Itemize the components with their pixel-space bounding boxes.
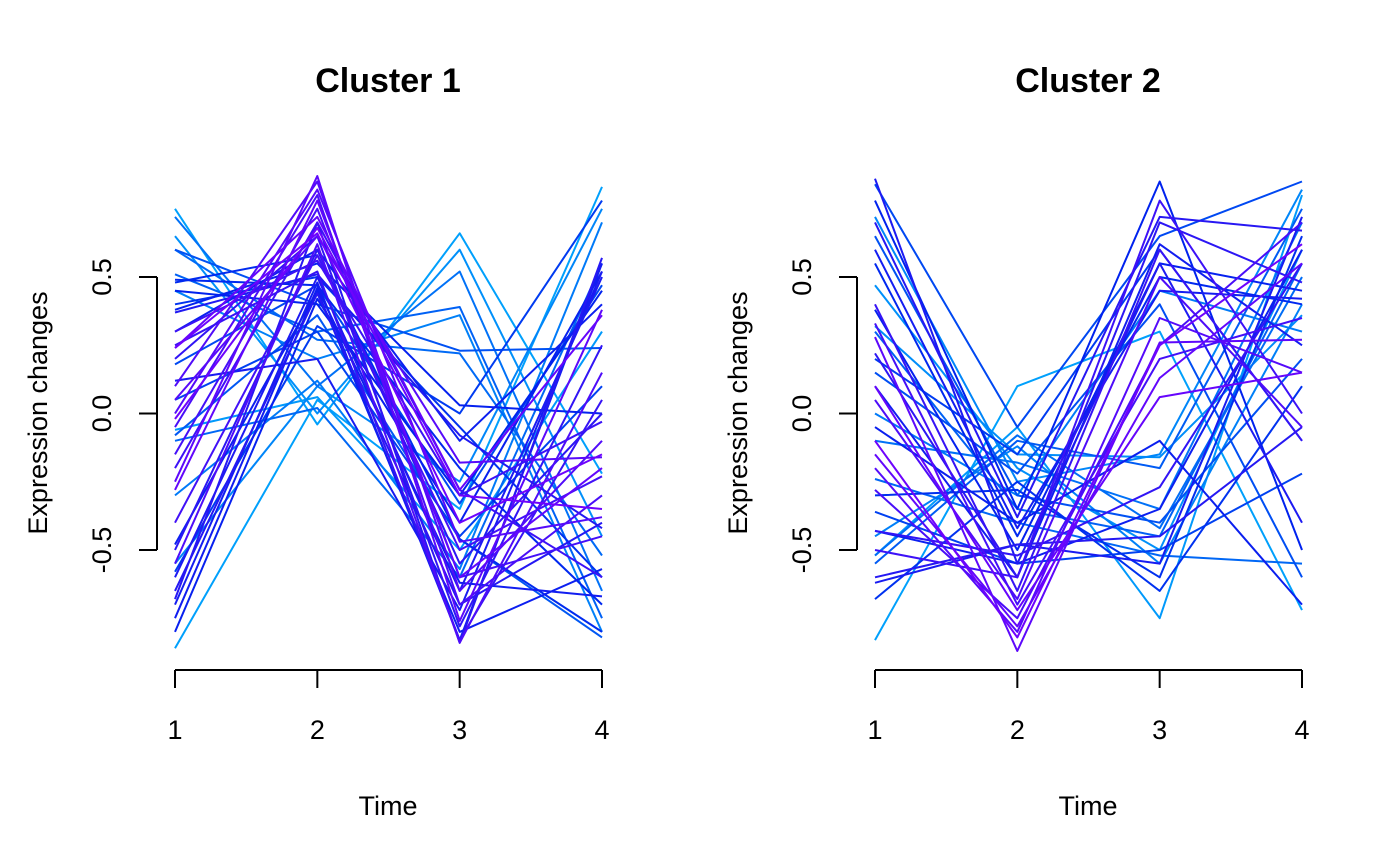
series-line-32 (874, 336, 1303, 652)
y-tick-label: 0.0 (87, 395, 117, 433)
series-line-17 (874, 180, 1303, 551)
series-line-18 (874, 262, 1303, 551)
series-line-36 (174, 243, 603, 644)
y-axis-label: Expression changes (723, 291, 753, 534)
series-line-34 (874, 371, 1303, 612)
series-line-30 (174, 188, 603, 543)
series-line-41 (874, 215, 1303, 519)
series-line-32 (174, 199, 603, 579)
series-line-27 (874, 199, 1303, 579)
series-line-19 (874, 249, 1303, 565)
series-line-34 (174, 226, 603, 510)
series-line-27 (174, 207, 603, 579)
panel-cluster-1: Cluster 1 Time Expression changes 1 2 3 4 -0… (23, 62, 610, 821)
series-line-9 (874, 262, 1303, 538)
y-tick-label: -0.5 (787, 527, 817, 574)
series-line-24 (174, 235, 603, 628)
series-line-25 (874, 262, 1303, 557)
series-line-16 (174, 271, 603, 612)
series-line-44 (174, 200, 603, 573)
series-lines (174, 175, 603, 649)
series-line-35 (874, 243, 1303, 639)
x-tick-label: 2 (310, 715, 325, 745)
series-line-12 (874, 180, 1303, 429)
x-axis-label: Time (359, 791, 418, 821)
series-line-1 (874, 330, 1303, 641)
panel-cluster-2: Cluster 2 Time Expression changes 1 2 3 4 -0… (723, 62, 1310, 821)
y-tick-label: 0.5 (787, 258, 817, 296)
series-lines (874, 178, 1303, 652)
series-line-10 (174, 262, 603, 579)
y-tick-label: 0.0 (787, 395, 817, 433)
y-tick-label: 0.5 (87, 258, 117, 296)
x-tick-label: 1 (167, 715, 182, 745)
chart-title: Cluster 1 (315, 62, 461, 100)
series-line-46 (174, 314, 603, 639)
x-tick-label: 2 (1010, 715, 1025, 745)
series-line-6 (874, 289, 1303, 497)
series-line-6 (174, 248, 603, 352)
y-axis-label: Expression changes (23, 291, 53, 534)
axes: 1 2 3 4 -0.5 0.0 0.5 (787, 258, 1310, 745)
series-line-21 (174, 292, 603, 606)
series-line-25 (174, 270, 603, 642)
x-tick-label: 3 (1152, 715, 1167, 745)
x-tick-label: 3 (452, 715, 467, 745)
series-line-4 (874, 189, 1303, 483)
series-line-31 (874, 317, 1303, 633)
series-line-31 (174, 175, 603, 622)
series-line-18 (174, 262, 603, 415)
chart-title: Cluster 2 (1015, 62, 1161, 100)
series-line-29 (874, 221, 1303, 620)
x-tick-label: 1 (867, 715, 882, 745)
x-tick-label: 4 (594, 715, 609, 745)
x-axis-label: Time (1059, 791, 1118, 821)
axes: 1 2 3 4 -0.5 0.0 0.5 (87, 258, 610, 745)
y-tick-label: -0.5 (87, 527, 117, 574)
series-line-48 (174, 232, 603, 524)
series-line-42 (174, 271, 603, 633)
series-line-23 (874, 426, 1303, 579)
series-line-33 (174, 215, 603, 491)
x-tick-label: 4 (1294, 715, 1309, 745)
series-line-35 (174, 235, 603, 464)
